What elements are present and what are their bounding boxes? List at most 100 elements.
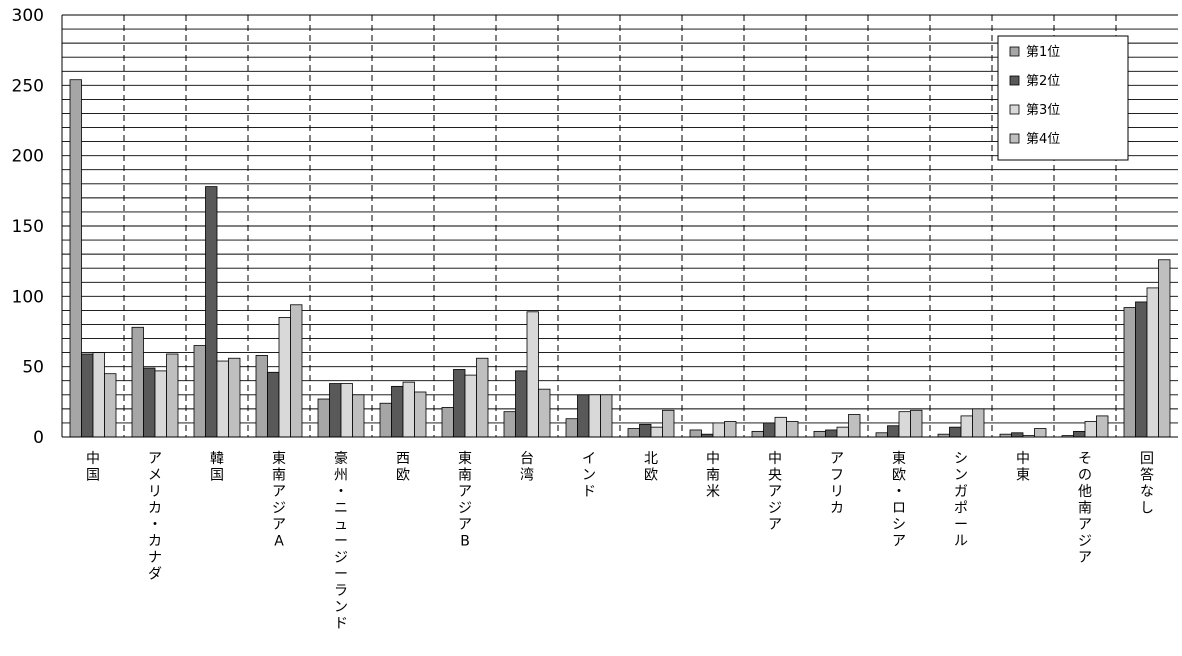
bar-第3位-回答なし [1146, 287, 1159, 438]
bar-第4位-アメリカ・カナダ [166, 353, 179, 438]
legend-label: 第4位 [1026, 132, 1060, 147]
bar-第4位-回答なし [1158, 259, 1171, 438]
bar-第4位-東南アジアB [476, 357, 489, 438]
bar-第2位-東南アジアB [453, 369, 466, 438]
bar-第2位-その他南アジア [1073, 430, 1086, 438]
bar-第2位-台湾 [515, 370, 528, 438]
bar-第3位-その他南アジア [1084, 421, 1097, 438]
bar-第4位-北欧 [662, 409, 675, 438]
bar-第3位-台湾 [526, 311, 539, 438]
bar-第4位-台湾 [538, 388, 551, 438]
bar-第3位-中南米 [712, 422, 725, 438]
bar-第1位-中南米 [689, 429, 702, 438]
y-tick-label: 150 [12, 217, 44, 237]
x-category-label: 韓国 [210, 451, 224, 484]
bar-第3位-シンガポール [960, 415, 973, 438]
x-category-label: インド [582, 451, 596, 500]
legend-box [997, 35, 1129, 161]
x-category-label: アフリカ [830, 451, 844, 517]
bar-第3位-東南アジアA [278, 317, 291, 438]
bar-第4位-インド [600, 394, 613, 438]
bar-第3位-西欧 [402, 381, 415, 438]
bar-第4位-中央アジア [786, 421, 799, 438]
bar-第2位-北欧 [639, 423, 652, 438]
bar-第1位-中国 [69, 79, 82, 438]
bar-第2位-中央アジア [763, 422, 776, 438]
bar-第4位-東南アジアA [290, 304, 303, 438]
bar-第1位-東南アジアB [441, 407, 454, 438]
bar-第2位-韓国 [205, 186, 218, 438]
x-category-label: 中東 [1016, 451, 1030, 484]
bar-第1位-アメリカ・カナダ [131, 326, 144, 438]
y-tick-label: 300 [12, 6, 44, 26]
bar-第1位-東欧・ロシア [875, 432, 888, 438]
legend-swatch [1009, 46, 1020, 57]
bar-第4位-豪州・ニュージーランド [352, 394, 365, 438]
x-category-label: その他南アジア [1078, 451, 1092, 566]
bar-第1位-インド [565, 418, 578, 438]
bar-第1位-韓国 [193, 345, 206, 438]
bar-第1位-台湾 [503, 411, 516, 438]
x-category-label: シンガポール [954, 451, 968, 550]
bar-第4位-東欧・ロシア [910, 409, 923, 438]
bar-第3位-中央アジア [774, 416, 787, 438]
x-category-label: 東南アジア A [272, 451, 286, 550]
bar-第4位-中国 [104, 373, 117, 438]
x-category-label: 東欧・ロシア [892, 451, 906, 550]
bar-第2位-アフリカ [825, 429, 838, 438]
bar-第4位-中南米 [724, 421, 737, 438]
bar-第2位-中東 [1011, 432, 1024, 438]
x-category-label: 回答なし [1140, 451, 1154, 517]
bar-第3位-東欧・ロシア [898, 411, 911, 438]
bar-第1位-アフリカ [813, 430, 826, 438]
x-category-label: 東南アジア B [458, 451, 472, 550]
y-tick-label: 50 [22, 358, 44, 378]
legend-swatch [1009, 104, 1020, 115]
x-category-label: 北欧 [644, 451, 658, 484]
bar-第3位-中国 [92, 352, 105, 438]
bar-第3位-アフリカ [836, 426, 849, 438]
legend-swatch [1009, 75, 1020, 86]
bar-第2位-回答なし [1135, 301, 1148, 438]
bar-第3位-東南アジアB [464, 374, 477, 438]
bar-第1位-中央アジア [751, 430, 764, 438]
bar-第4位-シンガポール [972, 408, 985, 438]
legend-label: 第2位 [1026, 74, 1060, 89]
x-category-label: 中国 [86, 451, 100, 484]
grid [62, 14, 1178, 437]
bar-第2位-シンガポール [949, 426, 962, 438]
legend-swatch [1009, 133, 1020, 144]
y-tick-label: 250 [12, 76, 44, 96]
x-category-label: アメリカ・カナダ [148, 451, 162, 583]
bar-第2位-東欧・ロシア [887, 425, 900, 438]
bar-第4位-西欧 [414, 391, 427, 438]
bar-第1位-回答なし [1123, 307, 1136, 438]
bar-第3位-韓国 [216, 360, 229, 438]
bar-第4位-その他南アジア [1096, 415, 1109, 438]
x-category-label: 台湾 [520, 451, 534, 484]
bar-第1位-北欧 [627, 428, 640, 438]
x-category-label: 中南米 [706, 451, 720, 500]
bar-第2位-豪州・ニュージーランド [329, 383, 342, 438]
legend-label: 第3位 [1026, 103, 1060, 118]
axes: 0 50 100 150 200 250 300 中国 アメリカ・カナダ 韓国 東南アジア A 豪州・ニ… [12, 6, 1178, 632]
bar-第2位-西欧 [391, 385, 404, 438]
y-tick-label: 200 [12, 147, 44, 167]
legend-label: 第1位 [1026, 45, 1060, 60]
bar-第3位-北欧 [650, 426, 663, 438]
bar-第3位-インド [588, 394, 601, 438]
bar-第4位-中東 [1034, 428, 1047, 438]
bar-第1位-東南アジアA [255, 355, 268, 438]
y-tick-label: 100 [12, 287, 44, 307]
bar-第3位-豪州・ニュージーランド [340, 383, 353, 438]
bar-第2位-東南アジアA [267, 371, 280, 438]
x-category-label: 豪州・ニュージーランド [334, 451, 348, 632]
bar-第1位-豪州・ニュージーランド [317, 398, 330, 438]
bar-第3位-アメリカ・カナダ [154, 370, 167, 438]
bar-第4位-韓国 [228, 357, 241, 438]
x-category-label: 西欧 [396, 451, 410, 484]
x-category-label: 中央アジア [768, 451, 782, 533]
bar-第1位-西欧 [379, 402, 392, 438]
